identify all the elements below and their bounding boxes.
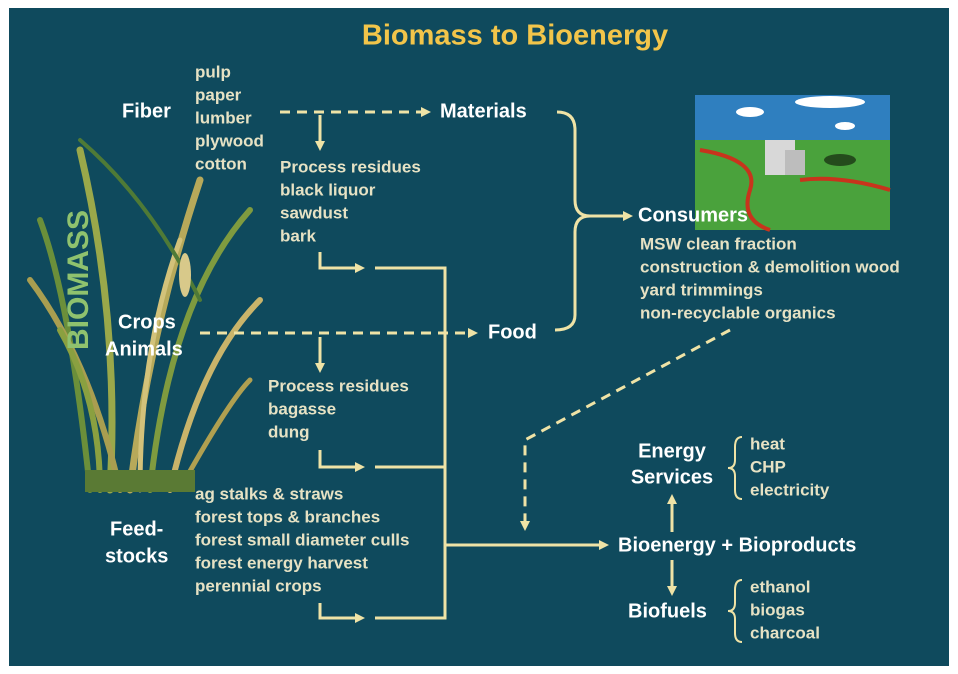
list-item: heat xyxy=(750,434,785,453)
list-item: MSW clean fraction xyxy=(640,234,797,253)
list-item: ethanol xyxy=(750,577,810,596)
list-item: plywood xyxy=(195,131,264,150)
list-item: dung xyxy=(268,422,310,441)
biofuels-label: Biofuels xyxy=(628,600,707,622)
list-item: construction & demolition wood xyxy=(640,257,900,276)
fiber-label: Fiber xyxy=(122,100,171,122)
diagram: BIOMASS Biomass to Bioenergy Fiber Mater… xyxy=(0,0,958,674)
list-item: lumber xyxy=(195,108,252,127)
title: Biomass to Bioenergy xyxy=(362,20,668,52)
list-item: forest tops & branches xyxy=(195,507,380,526)
feedstocks-label: stocks xyxy=(105,545,168,567)
list-item: forest energy harvest xyxy=(195,553,368,572)
list-item: black liquor xyxy=(280,180,376,199)
energy-services-label: Services xyxy=(631,466,713,488)
list-item: perennial crops xyxy=(195,576,322,595)
materials-label: Materials xyxy=(440,100,527,122)
list-item: charcoal xyxy=(750,623,820,642)
bioenergy-label: Bioenergy + Bioproducts xyxy=(618,534,856,556)
food-label: Food xyxy=(488,321,537,343)
list-item: sawdust xyxy=(280,203,348,222)
list-item: Process residues xyxy=(268,376,409,395)
crops-label: Crops xyxy=(118,311,176,333)
side-label: BIOMASS xyxy=(62,210,95,350)
list-item: pulp xyxy=(195,62,231,81)
list-item: biogas xyxy=(750,600,805,619)
list-item: bagasse xyxy=(268,399,336,418)
list-item: forest small diameter culls xyxy=(195,530,409,549)
animals-label: Animals xyxy=(105,338,183,360)
list-item: CHP xyxy=(750,457,786,476)
list-item: non-recyclable organics xyxy=(640,303,836,322)
list-item: paper xyxy=(195,85,242,104)
list-item: electricity xyxy=(750,480,830,499)
list-item: yard trimmings xyxy=(640,280,763,299)
list-item: bark xyxy=(280,226,316,245)
list-item: Process residues xyxy=(280,157,421,176)
list-item: ag stalks & straws xyxy=(195,484,343,503)
consumers-label: Consumers xyxy=(638,204,748,226)
feedstocks-label: Feed- xyxy=(110,518,163,540)
list-item: cotton xyxy=(195,154,247,173)
energy-services-label: Energy xyxy=(638,440,707,462)
